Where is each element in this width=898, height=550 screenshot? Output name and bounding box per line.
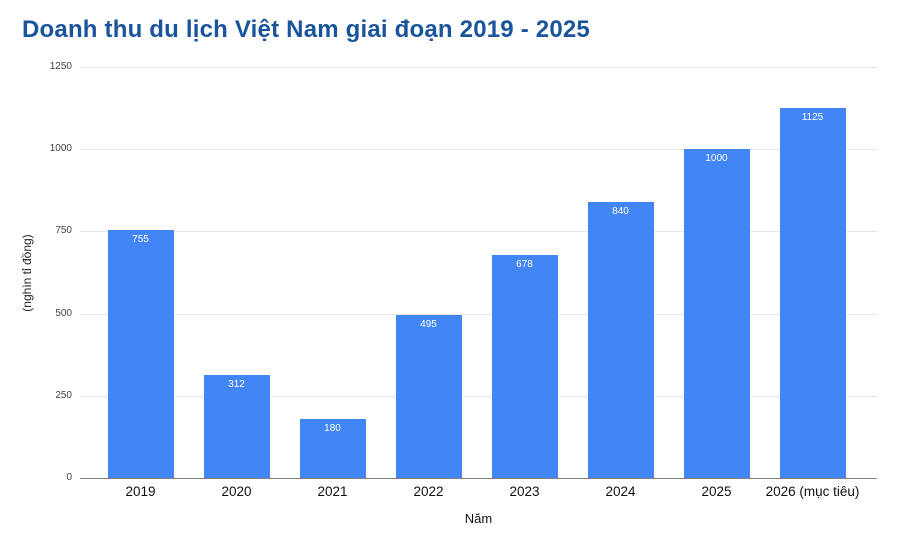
gridline	[80, 231, 877, 233]
y-tick-label: 250	[55, 389, 72, 401]
x-tick-label: 2023	[509, 484, 540, 499]
bar-2024: 840	[587, 201, 654, 478]
x-tick-label: 2022	[413, 484, 444, 499]
gridline	[80, 149, 877, 151]
bar-value-label: 495	[420, 319, 437, 331]
plot-area: 755 312 180 495 678 840 1000 1125	[80, 67, 877, 479]
bar-2023: 678	[491, 255, 558, 478]
x-tick-label: 2021	[317, 484, 348, 499]
x-tick-label: 2019	[125, 484, 156, 499]
gridline	[80, 395, 877, 397]
x-tick-label: 2025	[701, 484, 732, 499]
gridline	[80, 67, 877, 68]
x-tick-label: 2024	[605, 484, 636, 499]
y-tick-label: 750	[55, 225, 72, 237]
bar-value-label: 1000	[705, 153, 728, 165]
gridline	[80, 313, 877, 315]
bar-value-label: 840	[612, 205, 629, 217]
x-axis-line	[80, 478, 877, 479]
bar-value-label: 1125	[801, 112, 824, 124]
y-axis-title: (nghìn tỉ đồng)	[20, 234, 34, 312]
x-tick-label: 2020	[221, 484, 252, 499]
bar-value-label: 312	[228, 379, 245, 391]
bar-2021: 180	[299, 418, 366, 478]
bar-2020: 312	[203, 375, 270, 478]
bar-value-label: 180	[324, 422, 341, 434]
bar-2025: 1000	[683, 149, 750, 478]
chart-title: Doanh thu du lịch Việt Nam giai đoạn 201…	[22, 16, 590, 43]
y-tick-label: 1000	[49, 143, 72, 155]
bar-value-label: 678	[516, 259, 533, 271]
y-tick-label: 500	[55, 307, 72, 319]
y-tick-label: 0	[66, 472, 72, 483]
bar-2019: 755	[107, 229, 174, 478]
bar-value-label: 755	[132, 233, 149, 245]
bar-2026 (mục tiêu): 1125	[779, 108, 846, 478]
x-axis-title: Năm	[464, 511, 493, 526]
y-tick-label: 1250	[49, 61, 72, 72]
x-tick-label: 2026 (mục tiêu)	[765, 484, 860, 499]
bar-2022: 495	[395, 315, 462, 478]
